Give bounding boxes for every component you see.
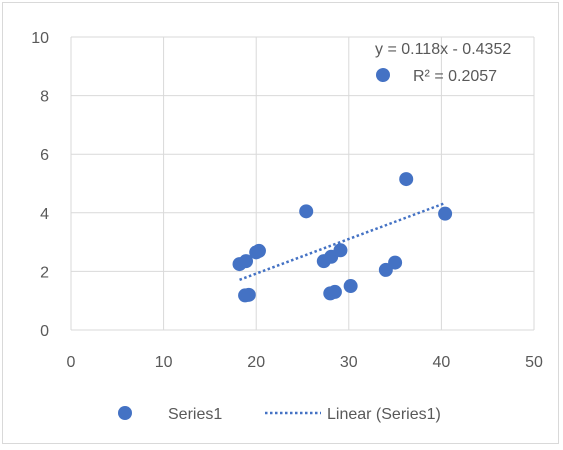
x-tick-label: 30 — [340, 354, 358, 371]
x-tick-label: 10 — [155, 354, 173, 371]
data-point — [438, 206, 453, 221]
annotation-marker — [376, 68, 390, 82]
trendline-equation-label: y = 0.118x - 0.4352 — [375, 41, 511, 58]
y-tick-label: 4 — [40, 206, 49, 223]
y-tick-label: 8 — [40, 89, 49, 106]
y-tick-label: 10 — [31, 30, 49, 47]
y-tick-label: 0 — [40, 323, 49, 340]
data-point — [239, 254, 254, 269]
legend: Series1 Linear (Series1) — [118, 406, 441, 423]
x-tick-label: 0 — [67, 354, 76, 371]
data-point — [333, 243, 348, 258]
x-tick-label: 20 — [247, 354, 265, 371]
data-point — [241, 287, 256, 302]
scatter-chart: 0 10 20 30 40 50 0 2 4 6 8 10 y = 0.118x - 0.4352 R… — [31, 30, 543, 423]
trendline-annotation: y = 0.118x - 0.4352 R² = 0.2057 — [375, 41, 511, 85]
y-tick-label: 2 — [40, 264, 49, 281]
x-tick-label: 50 — [525, 354, 543, 371]
data-point — [343, 279, 358, 294]
data-point — [251, 243, 266, 258]
trendline-layer — [239, 201, 446, 281]
trendline-r2-label: R² = 0.2057 — [413, 68, 497, 85]
chart-area: 0 10 20 30 40 50 0 2 4 6 8 10 y = 0.118x - 0.4352 R… — [2, 2, 559, 444]
data-point — [399, 172, 414, 187]
legend-series-marker — [118, 406, 132, 420]
axes: 0 10 20 30 40 50 0 2 4 6 8 10 — [31, 30, 543, 371]
x-tick-label: 40 — [433, 354, 451, 371]
trendline — [239, 201, 446, 281]
data-points — [232, 172, 453, 303]
data-point — [327, 284, 342, 299]
legend-series-label: Series1 — [168, 406, 222, 423]
legend-trendline-label: Linear (Series1) — [327, 406, 441, 423]
data-point — [299, 204, 314, 219]
data-point — [388, 255, 403, 270]
y-tick-label: 6 — [40, 147, 49, 164]
